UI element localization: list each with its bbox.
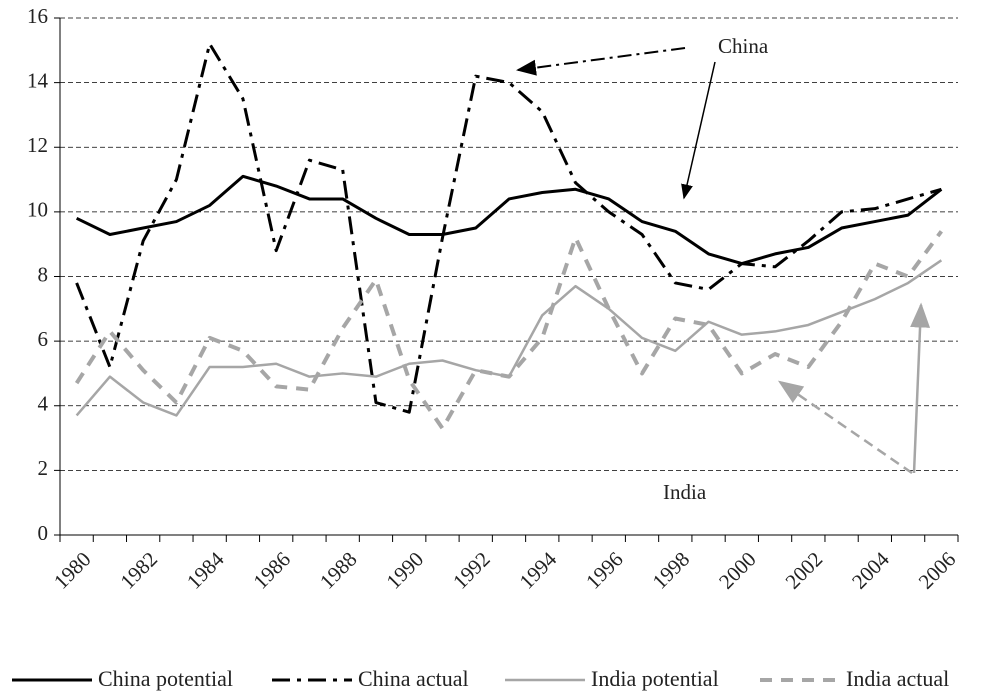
y-tick-label: 0 [38, 521, 49, 545]
x-tick-label: 2002 [781, 547, 828, 594]
x-tick-label: 2004 [847, 547, 894, 594]
legend-label: India actual [846, 666, 949, 691]
x-tick-label: 2006 [914, 547, 961, 594]
annotation-arrow [910, 302, 931, 474]
x-tick-label: 1982 [115, 547, 162, 594]
legend-label: India potential [591, 666, 719, 691]
x-tick-label: 1980 [49, 547, 96, 594]
y-tick-label: 4 [38, 392, 49, 416]
x-tick-label: 1984 [182, 547, 229, 594]
y-tick-label: 8 [38, 262, 49, 286]
annotation: India [663, 480, 707, 504]
legend-label: China potential [98, 666, 233, 691]
series-line [74, 230, 943, 431]
series-line [75, 42, 942, 414]
x-tick-label: 1996 [581, 547, 628, 594]
annotation: China [718, 34, 769, 58]
y-tick-label: 6 [38, 327, 49, 351]
y-tick-label: 10 [27, 198, 48, 222]
x-tick-label: 1988 [315, 547, 362, 594]
series-line [75, 259, 943, 417]
x-tick-label: 1986 [248, 547, 295, 594]
x-tick-label: 1992 [448, 547, 495, 594]
annotation-arrow [681, 61, 716, 200]
x-tick-label: 1994 [515, 547, 562, 594]
legend-label: China actual [358, 666, 469, 691]
x-tick-label: 1990 [381, 547, 428, 594]
series-line [75, 174, 943, 266]
y-tick-label: 2 [38, 456, 49, 480]
x-tick-label: 1998 [648, 547, 695, 594]
y-tick-label: 12 [27, 133, 48, 157]
x-tick-label: 2000 [714, 547, 761, 594]
y-tick-label: 16 [27, 4, 48, 28]
annotation-arrow [777, 380, 913, 475]
annotation-arrow [516, 47, 686, 76]
y-tick-label: 14 [27, 68, 49, 92]
